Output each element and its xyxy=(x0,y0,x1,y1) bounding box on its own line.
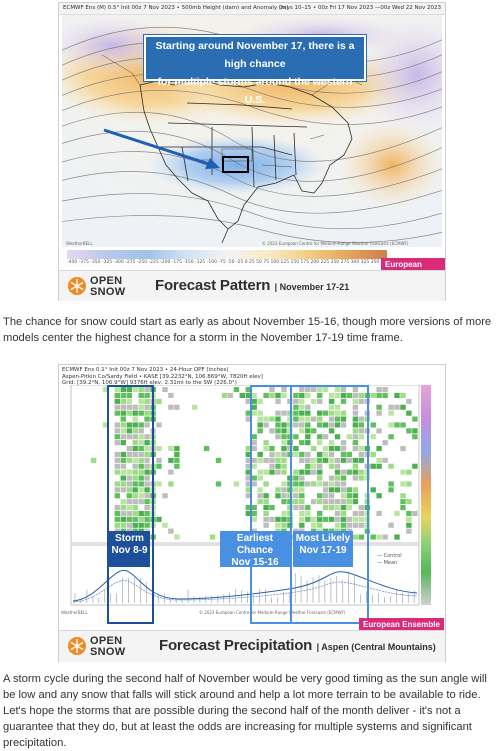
banner-title-sub-2: | Aspen (Central Mountains) xyxy=(316,642,436,652)
box1-line-1: Storm xyxy=(115,533,144,544)
map-header: ECMWF Ens (M) 0.5° Init 00z 7 Nov 2023 •… xyxy=(59,3,445,15)
legend-control: — Control xyxy=(377,553,402,559)
forecast-precipitation-image: ECMWF Ens 0.1° Init 00z 7 Nov 2023 • 24-… xyxy=(58,364,446,662)
map-callout: Starting around November 17, there is a … xyxy=(144,35,366,106)
box3-line-1: Most Likely xyxy=(295,533,351,544)
box2-line-2: Nov 15-16 xyxy=(231,557,279,568)
colorbar-labels: -400 -375 -350 -325 -300 -275 -250 -225 … xyxy=(67,260,400,265)
forecast-precipitation-banner: OPEN SNOW Forecast Precipitation | Aspen… xyxy=(59,630,445,662)
opensnow-logo-2: OPEN SNOW xyxy=(67,634,127,658)
callout-line-1: Starting around November 17, there is a … xyxy=(155,40,355,70)
banner-title-main-2: Forecast Precipitation xyxy=(159,637,313,654)
logo-text-snow: SNOW xyxy=(90,286,126,298)
forecast-pattern-banner: OPEN SNOW Forecast Pattern | November 17… xyxy=(59,270,445,301)
banner-title-sub: | November 17-21 xyxy=(274,282,350,292)
svg-text:© 2023 European Centre for Med: © 2023 European Centre for Medium-Range … xyxy=(199,610,346,615)
opensnow-logo: OPEN SNOW xyxy=(67,274,127,298)
callout-line-2: for multiple storms around the western U… xyxy=(157,76,353,106)
storm-nov-8-9-box xyxy=(107,385,154,624)
logo-text-snow: SNOW xyxy=(90,646,126,658)
logo-text-open: OPEN xyxy=(90,635,123,647)
map-header-right: Days 10–15 • 00z Fri 17 Nov 2023 —00z We… xyxy=(279,5,441,11)
member-grid xyxy=(90,387,418,540)
earliest-chance-box xyxy=(250,385,292,624)
forecast-pattern-image: ECMWF Ens (M) 0.5° Init 00z 7 Nov 2023 •… xyxy=(58,2,446,301)
european-ensemble-tag-2: European Ensemble xyxy=(359,618,444,631)
snowflake-sun-icon xyxy=(68,277,86,295)
logo-text-open: OPEN xyxy=(90,275,123,287)
svg-text:© 2023 European Centre for Med: © 2023 European Centre for Medium-Range … xyxy=(262,241,409,246)
box3-line-2: Nov 17-19 xyxy=(299,545,347,556)
svg-text:WeatherBELL: WeatherBELL xyxy=(66,241,93,246)
storm-nov-8-9-label: Storm Nov 8-9 xyxy=(109,531,150,567)
snowflake-sun-icon xyxy=(68,637,86,655)
banner-title-main: Forecast Pattern xyxy=(155,277,271,294)
svg-text:WeatherBELL: WeatherBELL xyxy=(61,610,88,615)
banner-title-2: Forecast Precipitation | Aspen (Central … xyxy=(159,637,436,655)
highlight-box xyxy=(222,156,249,173)
map-header-left: ECMWF Ens (M) 0.5° Init 00z 7 Nov 2023 •… xyxy=(63,5,289,11)
most-likely-box xyxy=(290,385,369,624)
earliest-chance-label: Earliest Chance Nov 15-16 xyxy=(220,531,290,568)
storm-track-arrow xyxy=(103,128,213,167)
paragraph-1: The chance for snow could start as early… xyxy=(3,316,492,344)
plume-header-line-1: ECMWF Ens 0.1° Init 00z 7 Nov 2023 • 24-… xyxy=(62,367,229,373)
anomaly-map: WeatherBELL © 2023 European Centre for M… xyxy=(62,15,442,247)
plume-header-line-3: Grid: [39.2°N, 106.9°W] 9376ft elev, 2.3… xyxy=(62,380,237,386)
most-likely-label: Most Likely Nov 17-19 xyxy=(293,531,353,567)
box2-line-1: Earliest Chance xyxy=(236,533,274,556)
qpf-plume-chart: WeatherBELL © 2023 European Centre for M… xyxy=(61,385,431,615)
banner-title: Forecast Pattern | November 17-21 xyxy=(155,277,349,295)
plume-header-line-2: Aspen-Pitkin Co/Sardy Field • KASE [39.2… xyxy=(62,373,263,380)
legend-mean: — Mean xyxy=(377,560,398,566)
paragraph-2: A storm cycle during the second half of … xyxy=(3,673,487,749)
plume-header: ECMWF Ens 0.1° Init 00z 7 Nov 2023 • 24-… xyxy=(62,367,263,387)
box1-line-2: Nov 8-9 xyxy=(111,545,148,556)
accumulation-plot xyxy=(72,569,418,603)
anomaly-colorbar xyxy=(67,250,387,259)
